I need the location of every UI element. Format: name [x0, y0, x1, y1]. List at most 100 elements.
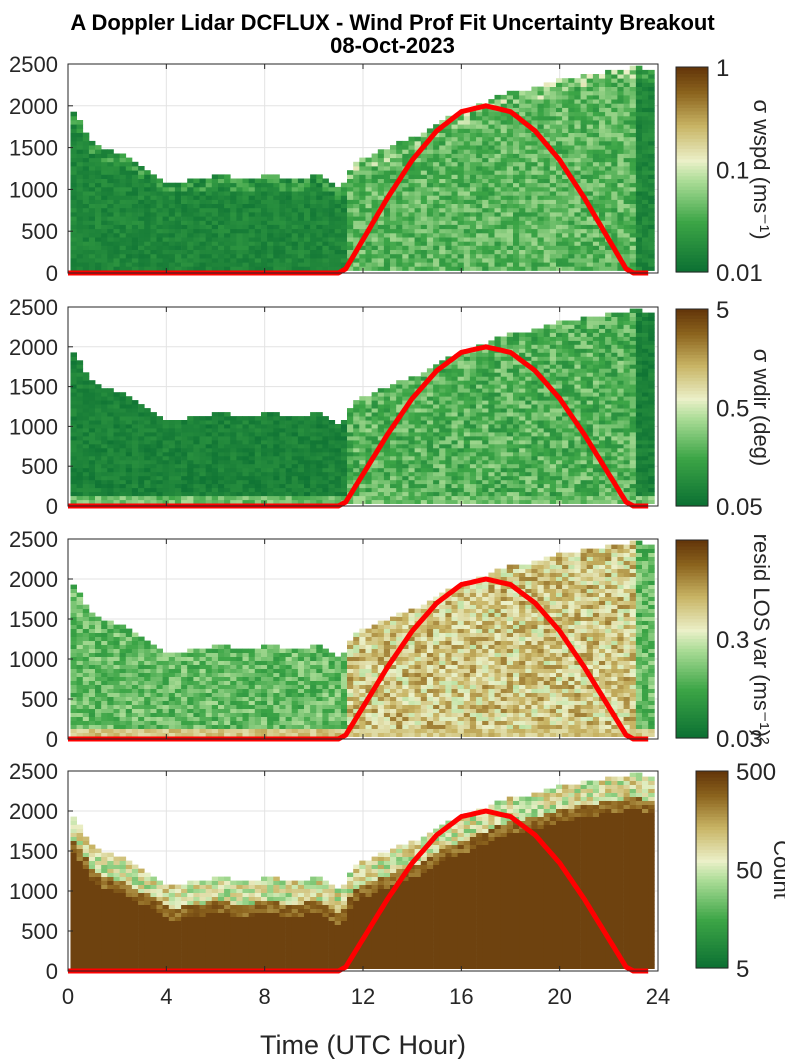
heatmap-cell — [451, 266, 458, 271]
heatmap-cell — [506, 228, 514, 234]
heatmap-cell — [156, 224, 163, 230]
heatmap-cell — [156, 471, 163, 477]
heatmap-cell — [334, 203, 342, 209]
heatmap-cell — [125, 463, 133, 469]
heatmap-cell — [457, 149, 465, 154]
heatmap-cell — [420, 432, 428, 437]
heatmap-cell — [420, 495, 428, 501]
heatmap-cell — [457, 428, 465, 433]
heatmap-cell — [445, 467, 452, 473]
heatmap-cell — [113, 245, 120, 250]
heatmap-cell — [88, 182, 96, 188]
heatmap-cell — [445, 455, 452, 461]
heatmap-cell — [371, 439, 379, 445]
heatmap-cell — [181, 191, 188, 196]
heatmap-cell — [144, 170, 151, 175]
heatmap-cell — [537, 174, 544, 179]
heatmap-cell — [586, 178, 594, 184]
heatmap-cell — [285, 467, 293, 473]
heatmap-cell — [119, 467, 127, 473]
heatmap-cell — [451, 237, 458, 242]
heatmap-cell — [125, 479, 133, 485]
heatmap-cell — [586, 249, 594, 255]
heatmap-cell — [119, 392, 127, 397]
heatmap-cell — [285, 436, 293, 441]
heatmap-cell — [267, 439, 274, 445]
heatmap-cell — [433, 432, 440, 437]
heatmap-cell — [599, 78, 606, 83]
heatmap-cell — [390, 459, 397, 465]
heatmap-cell — [224, 220, 231, 225]
heatmap-cell — [463, 412, 471, 417]
heatmap-cell — [88, 451, 96, 457]
heatmap-cell — [383, 220, 391, 225]
heatmap-cell — [131, 195, 139, 200]
heatmap-cell — [543, 111, 551, 117]
heatmap-cell — [88, 166, 96, 171]
heatmap-cell — [218, 451, 225, 457]
heatmap-cell — [218, 195, 225, 200]
heatmap-cell — [144, 245, 151, 250]
heatmap-cell — [513, 140, 520, 146]
heatmap-cell — [556, 203, 563, 209]
heatmap-cell — [396, 266, 403, 271]
heatmap-cell — [285, 253, 293, 259]
heatmap-cell — [273, 199, 280, 204]
heatmap-cell — [433, 191, 440, 196]
colorbar-swatch — [676, 176, 708, 181]
heatmap-cell — [562, 191, 569, 196]
heatmap-cell — [291, 463, 299, 469]
heatmap-cell — [273, 203, 280, 209]
heatmap-cell — [107, 471, 114, 477]
heatmap-cell — [107, 487, 114, 493]
heatmap-cell — [648, 224, 655, 230]
heatmap-cell — [556, 258, 563, 263]
heatmap-cell — [205, 443, 213, 449]
heatmap-cell — [174, 232, 182, 238]
heatmap-cell — [88, 258, 96, 263]
heatmap-cell — [445, 186, 452, 192]
heatmap-cell — [463, 356, 471, 361]
heatmap-cell — [402, 420, 409, 425]
heatmap-cell — [334, 471, 342, 477]
heatmap-cell — [648, 140, 655, 146]
heatmap-cell — [451, 220, 458, 225]
heatmap-cell — [285, 455, 293, 461]
heatmap-cell — [267, 487, 274, 493]
heatmap-cell — [107, 149, 114, 154]
heatmap-cell — [187, 491, 194, 497]
heatmap-cell — [439, 380, 446, 385]
heatmap-cell — [279, 245, 286, 250]
heatmap-cell — [580, 166, 588, 171]
heatmap-cell — [224, 499, 231, 504]
heatmap-cell — [193, 420, 200, 425]
heatmap-cell — [482, 107, 489, 113]
heatmap-cell — [261, 475, 268, 481]
heatmap-cell — [519, 245, 526, 250]
heatmap-cell — [285, 241, 293, 246]
heatmap-cell — [144, 199, 151, 204]
heatmap-cell — [242, 420, 249, 425]
heatmap-cell — [353, 451, 360, 457]
heatmap-cell — [328, 447, 336, 453]
heatmap-cell — [304, 191, 311, 196]
heatmap-cell — [402, 388, 409, 393]
heatmap-cell — [279, 439, 286, 445]
heatmap-cell — [218, 487, 225, 493]
heatmap-cell — [383, 228, 391, 234]
heatmap-cell — [402, 249, 409, 255]
heatmap-cell — [70, 388, 77, 393]
heatmap-cell — [439, 266, 446, 271]
heatmap-cell — [549, 99, 557, 104]
heatmap-cell — [605, 191, 612, 196]
heatmap-cell — [426, 475, 434, 481]
heatmap-cell — [568, 224, 575, 230]
heatmap-cell — [549, 203, 557, 209]
heatmap-cell — [549, 161, 557, 167]
heatmap-cell — [107, 245, 114, 250]
heatmap-cell — [107, 220, 114, 225]
heatmap-cell — [396, 483, 403, 489]
heatmap-cell — [605, 69, 612, 75]
heatmap-cell — [457, 475, 465, 481]
